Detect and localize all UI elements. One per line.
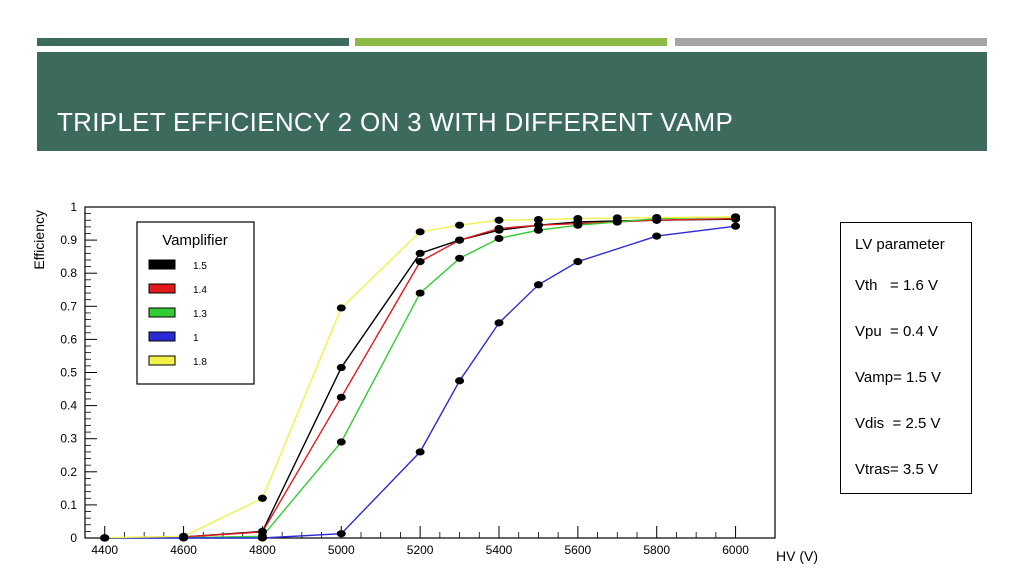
legend-label: 1.8 — [193, 357, 207, 368]
y-tick-label: 0.3 — [60, 432, 77, 446]
x-tick-label: 5400 — [486, 543, 513, 557]
data-point — [336, 363, 346, 372]
data-point — [731, 213, 741, 221]
x-axis-label: HV (V) — [776, 548, 818, 564]
x-tick-label: 4400 — [91, 543, 118, 557]
legend-label: 1.4 — [193, 285, 207, 296]
data-point — [455, 236, 465, 244]
data-point — [257, 534, 267, 542]
legend-title: Vamplifier — [162, 232, 228, 249]
data-point — [533, 221, 543, 229]
x-tick-label: 4800 — [249, 543, 276, 557]
legend-swatch — [148, 283, 176, 294]
data-point — [533, 281, 543, 289]
legend-swatch — [148, 355, 176, 366]
x-tick-label: 5600 — [565, 543, 592, 557]
data-point — [494, 216, 504, 224]
data-point — [652, 213, 662, 222]
y-tick-label: 0.8 — [60, 266, 77, 280]
x-tick-label: 6000 — [722, 543, 749, 557]
data-point — [336, 530, 346, 538]
y-tick-label: 0.2 — [60, 465, 77, 479]
slide-title: TRIPLET EFFICIENCY 2 ON 3 WITH DIFFERENT… — [57, 107, 734, 137]
legend-label: 1.3 — [193, 309, 207, 320]
data-point — [612, 214, 622, 222]
y-tick-label: 1 — [70, 200, 77, 214]
lv-row-vth: Vth = 1.6 V — [855, 277, 938, 294]
data-point — [100, 534, 110, 542]
legend-swatch — [148, 307, 176, 318]
lv-row-vtras: Vtras= 3.5 V — [855, 461, 938, 478]
data-point — [415, 448, 425, 456]
series-line-1-8 — [104, 216, 736, 539]
legend-swatch — [148, 259, 176, 270]
accent-bar-3 — [675, 38, 987, 46]
data-point — [573, 258, 583, 266]
data-point — [415, 258, 425, 266]
title-band: TRIPLET EFFICIENCY 2 ON 3 WITH DIFFERENT… — [37, 52, 987, 151]
accent-bar-1 — [37, 38, 349, 46]
data-point — [455, 254, 465, 262]
data-point — [415, 249, 425, 257]
data-point — [573, 221, 583, 229]
legend-label: 1 — [193, 333, 199, 344]
lv-row-vamp: Vamp= 1.5 V — [855, 369, 942, 386]
data-point — [652, 232, 662, 240]
data-point — [336, 438, 346, 446]
data-point — [573, 214, 583, 223]
y-tick-label: 0 — [70, 531, 77, 545]
lv-parameter-title: LV parameter — [855, 236, 945, 253]
data-point — [494, 234, 504, 243]
lv-row-vdis: Vdis = 2.5 V — [855, 415, 941, 432]
x-tick-label: 4600 — [170, 543, 197, 557]
y-tick-label: 0.6 — [60, 332, 77, 346]
lv-parameter-box: LV parameter Vth = 1.6 V Vpu = 0.4 V Vam… — [840, 222, 972, 494]
lv-row-vpu: Vpu = 0.4 V — [855, 323, 938, 340]
data-point — [415, 228, 425, 236]
y-tick-label: 0.1 — [60, 498, 77, 512]
legend-label: 1.5 — [193, 261, 207, 272]
x-tick-label: 5200 — [407, 543, 434, 557]
y-tick-label: 0.7 — [60, 299, 77, 313]
data-point — [494, 319, 504, 327]
data-point — [455, 377, 465, 385]
x-tick-label: 5800 — [643, 543, 670, 557]
data-point — [336, 393, 346, 401]
data-point — [415, 289, 425, 297]
data-point — [533, 226, 543, 234]
data-point — [455, 221, 465, 229]
y-tick-label: 0.9 — [60, 233, 77, 247]
y-tick-label: 0.4 — [60, 399, 77, 413]
y-tick-label: 0.5 — [60, 366, 77, 380]
legend-swatch — [148, 331, 176, 342]
series-line-1-3 — [104, 216, 736, 539]
y-axis-label: Efficiency — [31, 210, 47, 270]
data-point — [533, 215, 543, 224]
data-point — [494, 224, 504, 233]
data-point — [179, 532, 189, 540]
data-point — [731, 222, 741, 230]
data-point — [336, 304, 346, 312]
data-point — [257, 494, 267, 502]
x-tick-label: 5000 — [328, 543, 355, 557]
accent-bar-2 — [355, 38, 667, 46]
